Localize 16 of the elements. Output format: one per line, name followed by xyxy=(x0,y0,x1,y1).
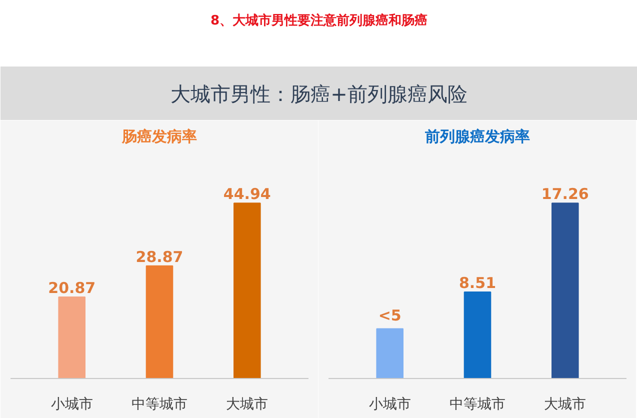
text: 大城市男性：肠癌+前列腺癌风险 xyxy=(170,82,468,106)
chart-title: 肠癌发病率 xyxy=(121,128,197,146)
x-tick-label: 中等城市 xyxy=(132,396,188,412)
data-label: <5 xyxy=(378,306,402,325)
data-label: 8.51 xyxy=(458,274,496,292)
chart-title: 前列腺癌发病率 xyxy=(424,128,530,146)
data-label: 44.94 xyxy=(223,185,271,204)
data-label: 17.26 xyxy=(541,185,589,204)
data-label: 20.87 xyxy=(48,279,96,298)
x-tick-label: 中等城市 xyxy=(450,396,506,412)
x-tick-label: 小城市 xyxy=(50,396,93,412)
data-label: 28.87 xyxy=(136,248,184,266)
x-tick-label: 大城市 xyxy=(226,396,268,412)
x-tick-label: 大城市 xyxy=(544,396,586,412)
text: 8、大城市男性要注意前列腺癌和肠癌 xyxy=(210,12,428,28)
x-tick-label: 小城市 xyxy=(368,396,411,412)
